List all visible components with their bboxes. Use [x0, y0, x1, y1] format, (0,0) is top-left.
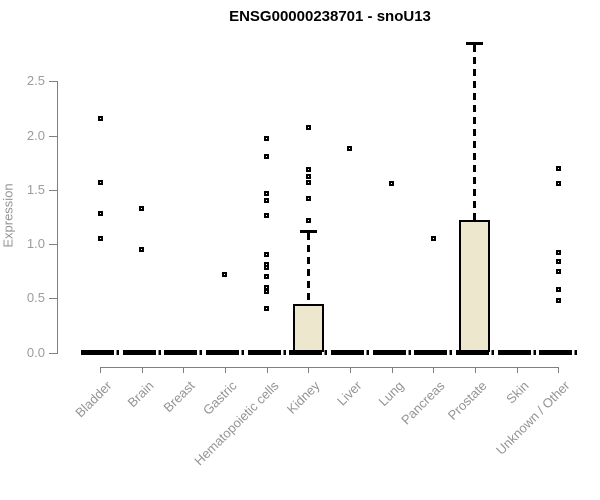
outlier-point	[305, 166, 311, 172]
upper-whisker-cap	[466, 42, 484, 46]
upper-whisker	[473, 45, 477, 221]
outlier-point	[139, 205, 145, 211]
x-axis-tick	[100, 367, 101, 373]
y-axis-tick	[49, 244, 57, 245]
y-axis-tick	[49, 189, 57, 191]
outlier-point	[555, 165, 561, 171]
x-axis-tick	[266, 367, 268, 373]
outlier-point	[555, 297, 561, 303]
y-axis-tick-label: 2.0	[26, 127, 45, 143]
outlier-point	[555, 250, 561, 256]
outlier-point	[264, 190, 270, 196]
outlier-point	[305, 195, 311, 201]
upper-whisker	[306, 232, 310, 304]
x-axis-line	[100, 367, 560, 368]
median-line	[497, 350, 536, 355]
median-line	[81, 350, 119, 355]
x-axis-tick	[308, 367, 310, 373]
outlier-point	[97, 179, 103, 185]
outlier-point	[555, 180, 561, 186]
median-line	[247, 350, 286, 355]
median-line	[205, 350, 244, 355]
outlier-point	[555, 258, 561, 264]
outlier-point	[555, 287, 561, 293]
outlier-point	[430, 236, 436, 242]
outlier-point	[305, 179, 311, 185]
y-axis-title: Expression	[0, 183, 16, 248]
median-line	[122, 350, 161, 355]
y-axis-tick-label: 0.5	[26, 290, 45, 306]
outlier-point	[389, 180, 395, 186]
chart-title: ENSG00000238701 - snoU13	[229, 8, 431, 25]
x-axis-tick	[183, 367, 185, 373]
x-axis-tick	[224, 367, 226, 373]
outlier-point	[264, 305, 270, 311]
median-line	[372, 350, 411, 355]
x-axis-tick	[516, 367, 518, 373]
outlier-point	[264, 284, 270, 290]
box	[459, 220, 491, 353]
outlier-point	[97, 115, 103, 121]
outlier-point	[264, 274, 270, 280]
y-axis-tick-label: 2.5	[26, 73, 45, 89]
outlier-point	[305, 174, 311, 180]
y-axis-tick	[49, 81, 57, 83]
y-axis-tick-label: 0.0	[26, 344, 45, 360]
outlier-point	[264, 265, 270, 271]
x-axis-tick	[474, 367, 476, 373]
outlier-point	[264, 252, 270, 258]
y-axis-line	[57, 81, 58, 354]
outlier-point	[555, 268, 561, 274]
median-line	[414, 350, 453, 355]
median-line	[289, 350, 328, 355]
x-axis-tick	[558, 367, 560, 373]
outlier-point	[305, 125, 311, 131]
outlier-point	[139, 246, 145, 252]
median-line	[539, 350, 578, 355]
outlier-point	[347, 146, 353, 152]
outlier-point	[97, 236, 103, 242]
y-axis-tick-label: 1.0	[26, 236, 45, 251]
y-axis-tick	[49, 298, 57, 300]
outlier-point	[222, 271, 228, 277]
outlier-point	[97, 211, 103, 217]
y-axis-tick-label: 1.5	[26, 181, 45, 197]
outlier-point	[264, 153, 270, 159]
median-line	[164, 350, 203, 355]
x-axis-tick	[349, 367, 351, 373]
x-axis-tick	[433, 367, 435, 373]
outlier-point	[264, 198, 270, 204]
y-axis-tick	[49, 135, 57, 137]
median-line	[455, 350, 494, 355]
outlier-point	[264, 289, 270, 295]
x-axis-tick	[141, 367, 143, 373]
upper-whisker-cap	[299, 229, 317, 233]
outlier-point	[264, 136, 270, 142]
median-line	[330, 350, 369, 355]
y-axis-tick	[49, 352, 57, 354]
outlier-point	[264, 213, 270, 219]
outlier-point	[305, 217, 311, 223]
x-axis-tick	[391, 367, 393, 373]
box	[292, 303, 324, 353]
